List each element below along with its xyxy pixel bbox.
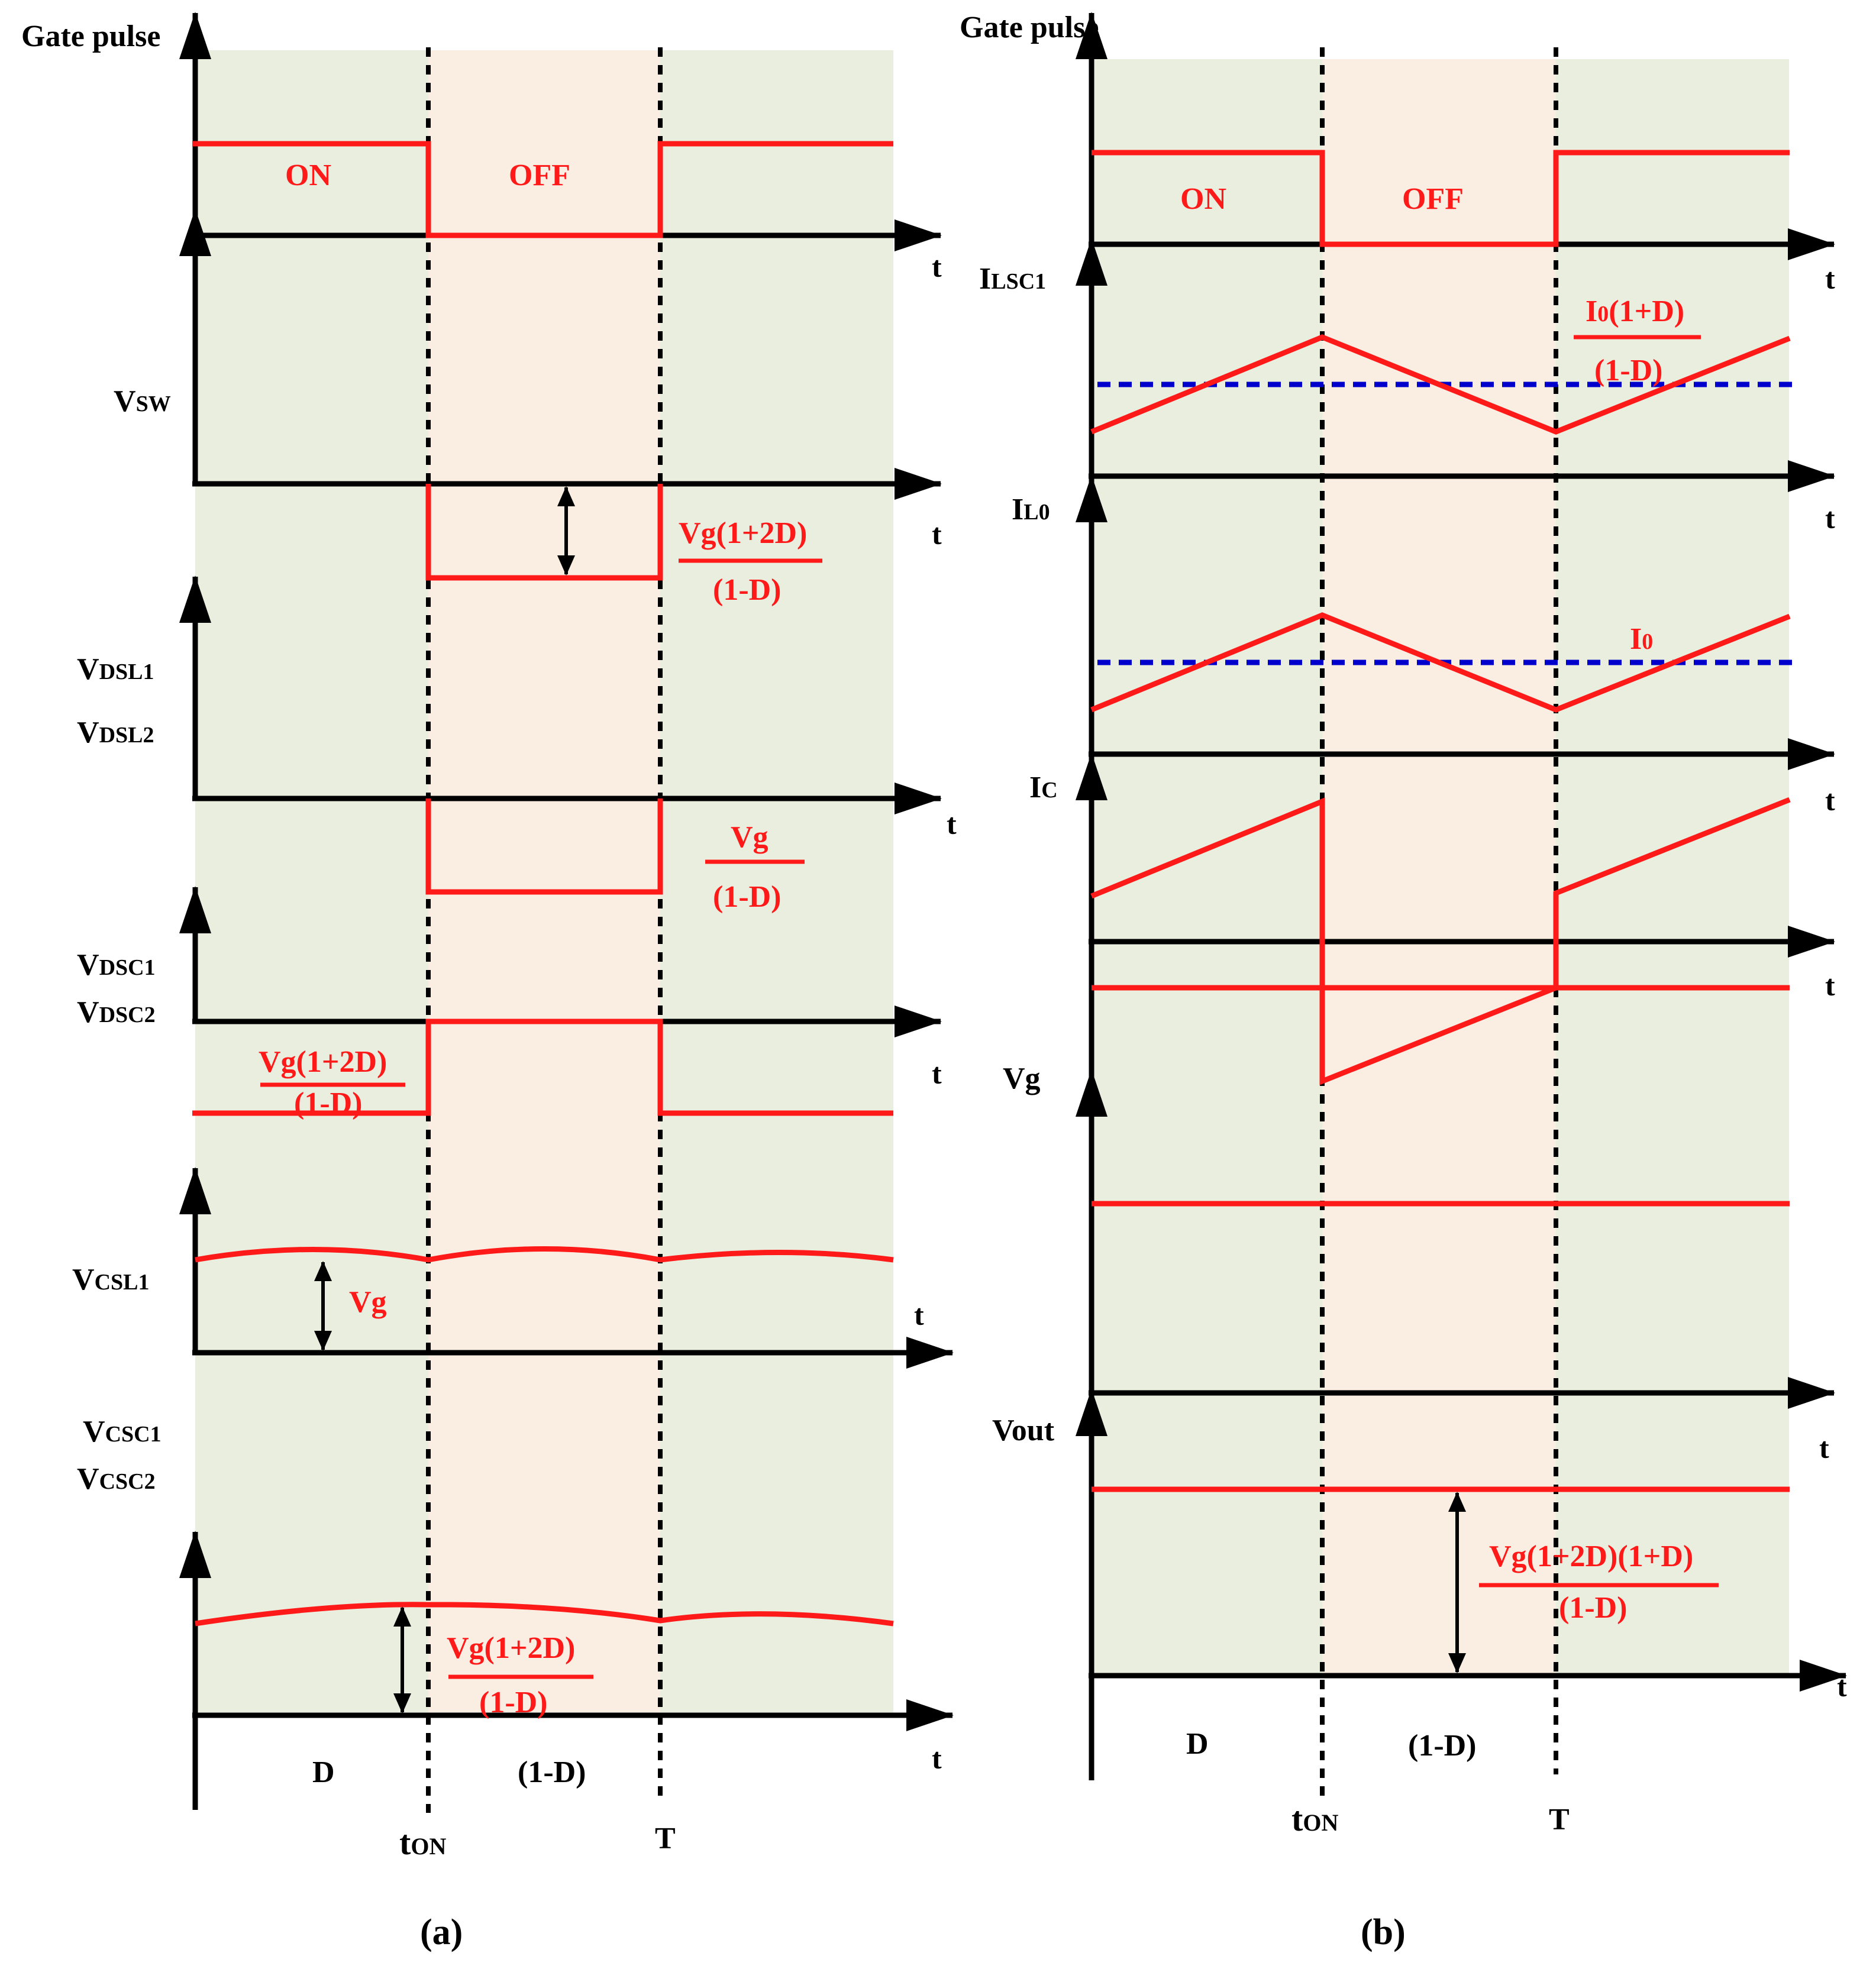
t-axis-label: t <box>1819 1431 1829 1464</box>
on-region-b-next <box>1556 59 1789 1677</box>
t-axis-label: t <box>1825 262 1835 295</box>
io-label: I0 <box>1630 622 1653 656</box>
caption-b: (b) <box>1361 1912 1406 1952</box>
off-label-b: OFF <box>1402 182 1464 216</box>
t-axis-label: t <box>1825 502 1835 535</box>
vout-denominator: (1-D) <box>1559 1591 1628 1625</box>
t-axis-label: t <box>914 1298 924 1331</box>
il0-wave <box>1090 612 1791 713</box>
ilsc1-label: ILSC1 <box>979 262 1046 296</box>
vdsc2-label: VDSC2 <box>77 995 156 1029</box>
off-label-a: OFF <box>509 159 570 192</box>
ic-label: IC <box>1029 771 1058 804</box>
t-axis-label: t <box>1825 969 1835 1002</box>
vout-label: Vout <box>992 1414 1055 1447</box>
on-label-b: ON <box>1180 182 1226 216</box>
duty-1-d-label-a: (1-D) <box>518 1755 586 1789</box>
t-axis-label: t <box>947 807 957 840</box>
vdsl-denominator: (1-D) <box>713 880 782 914</box>
vcsc1-label: VCSC1 <box>83 1415 162 1449</box>
ic-wave <box>1090 797 1791 1085</box>
caption-a: (a) <box>420 1912 463 1952</box>
duty-1-d-label-b: (1-D) <box>1408 1729 1477 1763</box>
ilsc-numerator: I0(1+D) <box>1586 295 1684 328</box>
vout-numerator: Vg(1+2D)(1+D) <box>1489 1540 1693 1573</box>
vdsl-wave <box>425 798 663 895</box>
gate-pulse-label-a: Gate pulse <box>21 20 160 53</box>
duty-d-label-a: D <box>312 1755 335 1789</box>
vsw-denominator: (1-D) <box>713 573 782 607</box>
ilsc-denominator: (1-D) <box>1594 354 1663 387</box>
gate-pulse-wave-a <box>192 141 893 238</box>
t-axis-label: t <box>1825 784 1835 817</box>
vdsc1-label: VDSC1 <box>77 948 156 982</box>
on-region-a <box>195 50 428 1712</box>
vcsc-numerator: Vg(1+2D) <box>447 1631 575 1665</box>
t-axis-label: t <box>1837 1670 1847 1703</box>
vsw-wave <box>425 484 663 581</box>
panel-b: Gate pulse ON OFF ILSC1 IL0 IC Vg Vout t… <box>960 11 1847 1952</box>
on-region-b <box>1092 59 1322 1677</box>
il0-label: IL0 <box>1012 493 1050 526</box>
vdsl2-label: VDSL2 <box>77 716 154 749</box>
ton-label-a: tON <box>399 1823 446 1862</box>
gate-pulse-label-b: Gate pulse <box>960 11 1099 44</box>
off-region-a <box>428 50 660 1712</box>
vdsl-numerator: Vg <box>731 820 769 854</box>
vcsc-denominator: (1-D) <box>479 1686 548 1719</box>
vdsc-denominator: (1-D) <box>294 1087 363 1120</box>
t-axis-label: t <box>932 518 942 551</box>
vcsc2-label: VCSC2 <box>77 1462 156 1496</box>
panel-a: Gate pulse ON OFF VSW VDSL1 VDSL2 VDSC1 … <box>21 12 957 1952</box>
period-label-a: T <box>655 1822 676 1855</box>
t-axis-label: t <box>932 250 942 283</box>
ilsc1-wave <box>1090 334 1791 435</box>
vcsc-wave <box>195 1602 894 1627</box>
vg-label: Vg <box>1003 1062 1041 1095</box>
on-region-a-next <box>660 50 893 1712</box>
t-axis-label: t <box>932 1057 942 1090</box>
vdsl1-label: VDSL1 <box>77 652 154 686</box>
vcsl-magnitude-label: Vg <box>349 1285 387 1319</box>
vcsl1-label: VCSL1 <box>72 1263 149 1296</box>
vdsc-wave <box>192 1019 893 1116</box>
on-label-a: ON <box>285 159 331 192</box>
vsw-label: VSW <box>114 384 171 418</box>
period-label-b: T <box>1549 1803 1570 1837</box>
vcsl-wave <box>195 1246 894 1263</box>
off-region-b <box>1322 59 1556 1677</box>
vdsc-numerator: Vg(1+2D) <box>259 1045 387 1079</box>
duty-d-label-b: D <box>1186 1727 1209 1761</box>
gate-pulse-wave-b <box>1092 150 1790 247</box>
ton-label-b: tON <box>1291 1800 1338 1838</box>
t-axis-label: t <box>932 1742 942 1775</box>
vsw-numerator: Vg(1+2D) <box>679 516 807 550</box>
